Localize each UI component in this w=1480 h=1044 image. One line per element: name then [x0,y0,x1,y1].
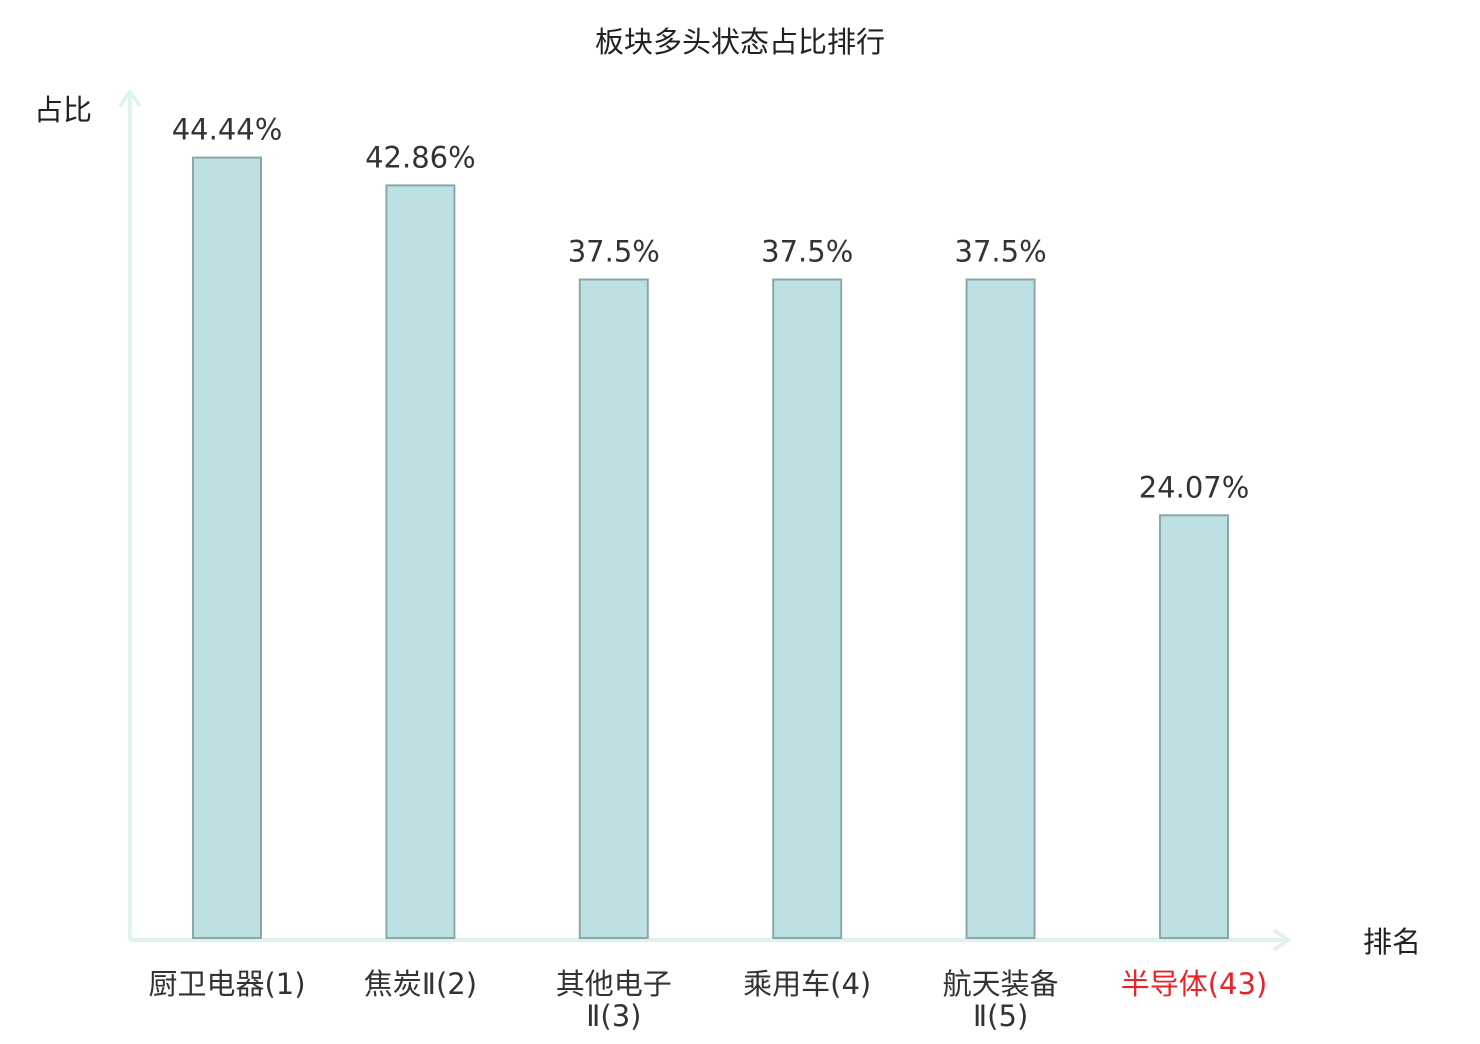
bar-value-label: 44.44% [172,113,283,147]
bar [965,278,1036,939]
x-tick-label: 乘用车(4) [743,967,871,1001]
x-tick-label: 厨卫电器(1) [148,967,305,1001]
bar-value-label: 37.5% [761,235,853,269]
x-tick-label-line: 焦炭Ⅱ(2) [364,967,477,1001]
x-tick-label: 航天装备 Ⅱ(5) [943,967,1059,1033]
bar-value-label: 37.5% [568,235,660,269]
x-tick-label-line: 其他电子 [556,967,672,1001]
chart-title: 板块多头状态占比排行 [595,25,885,59]
data-labels: 44.44% 42.86% 37.5% 37.5% 37.5% 24.07% [172,113,1250,505]
bar [578,278,649,939]
x-tick-label: 其他电子 Ⅱ(3) [556,967,672,1033]
bar [192,156,262,940]
x-axis [130,928,1292,952]
x-tick-label-line: 厨卫电器(1) [148,967,305,1001]
y-axis [118,88,142,940]
bar-value-label: 24.07% [1139,470,1250,504]
x-tick-label-line: 乘用车(4) [743,967,871,1001]
x-tick-label-line: Ⅱ(3) [586,999,641,1033]
bar [1159,514,1229,939]
y-axis-arrow-icon [118,88,142,108]
bar [385,184,456,939]
bar-value-label: 37.5% [955,235,1047,269]
bars [192,156,1229,940]
x-tick-label-line: 航天装备 [943,967,1059,1001]
x-tick-label-line: Ⅱ(5) [973,999,1028,1033]
x-axis-arrow-icon [1272,928,1292,952]
x-tick-label: 焦炭Ⅱ(2) [364,967,477,1001]
y-axis-label: 占比 [34,93,92,127]
x-axis-label: 排名 [1363,925,1421,959]
bar [772,278,843,939]
x-tick-labels: 厨卫电器(1) 焦炭Ⅱ(2) 其他电子 Ⅱ(3) 乘用车(4) 航天装备 Ⅱ(5) 半导体(4… [148,967,1267,1033]
x-tick-label: 半导体(43) [1121,967,1268,1001]
x-tick-label-line: 半导体(43) [1121,967,1268,1001]
bar-value-label: 42.86% [365,140,476,174]
